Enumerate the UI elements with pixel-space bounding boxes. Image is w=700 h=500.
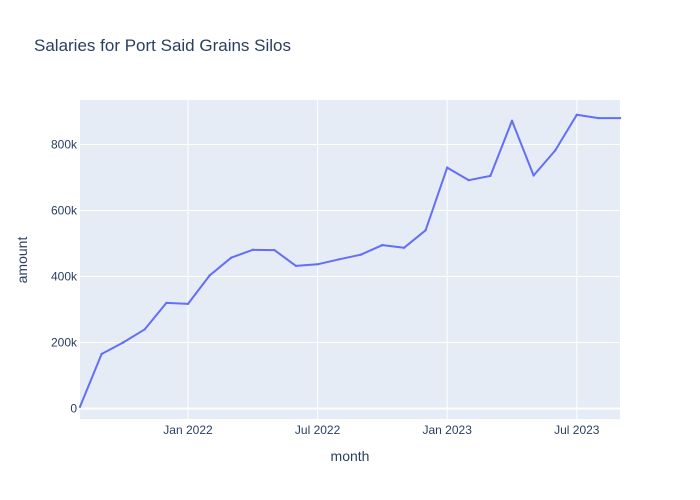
x-gridlines xyxy=(187,100,578,419)
data-point xyxy=(510,119,514,123)
data-point xyxy=(100,352,103,356)
x-tick-label: Jan 2022 xyxy=(163,423,213,437)
x-tick-labels: Jan 2022 Jul 2022 Jan 2023 Jul 2023 xyxy=(163,423,600,437)
data-point xyxy=(143,328,146,331)
data-point xyxy=(122,341,125,344)
x-tick-label: Jan 2023 xyxy=(423,423,473,437)
y-tick-label: 800k xyxy=(51,138,78,152)
data-point xyxy=(381,243,384,247)
series-group xyxy=(78,113,622,408)
data-point xyxy=(230,256,233,259)
data-point xyxy=(489,174,492,178)
series-line xyxy=(79,113,621,408)
chart-title: Salaries for Port Said Grains Silos xyxy=(34,36,291,55)
data-point xyxy=(402,246,406,249)
data-point xyxy=(618,116,622,120)
y-tick-label: 0 xyxy=(70,401,77,415)
x-axis-title: month xyxy=(331,448,370,464)
data-point xyxy=(338,258,341,261)
data-point xyxy=(446,166,449,169)
data-point xyxy=(186,302,190,306)
y-tick-label: 400k xyxy=(51,269,78,283)
y-gridlines xyxy=(80,144,620,410)
data-point xyxy=(78,405,82,408)
data-point xyxy=(165,301,168,305)
data-point xyxy=(554,149,557,152)
x-tick-label: Jul 2023 xyxy=(554,423,600,437)
plot-area xyxy=(80,100,620,419)
data-point xyxy=(597,116,600,120)
data-point xyxy=(424,229,427,232)
data-point xyxy=(208,274,211,277)
data-point xyxy=(251,248,254,251)
data-point xyxy=(532,174,535,177)
y-tick-label: 600k xyxy=(51,204,78,218)
y-axis-title: amount xyxy=(14,237,30,284)
data-point xyxy=(467,179,470,182)
data-point xyxy=(316,263,319,266)
y-tick-labels: 0 200k 400k 600k 800k xyxy=(51,138,78,416)
x-tick-label: Jul 2022 xyxy=(295,423,341,437)
data-point xyxy=(359,253,362,256)
data-point xyxy=(575,113,578,117)
y-tick-label: 200k xyxy=(51,335,78,349)
data-point xyxy=(273,248,276,252)
data-point xyxy=(294,264,298,268)
